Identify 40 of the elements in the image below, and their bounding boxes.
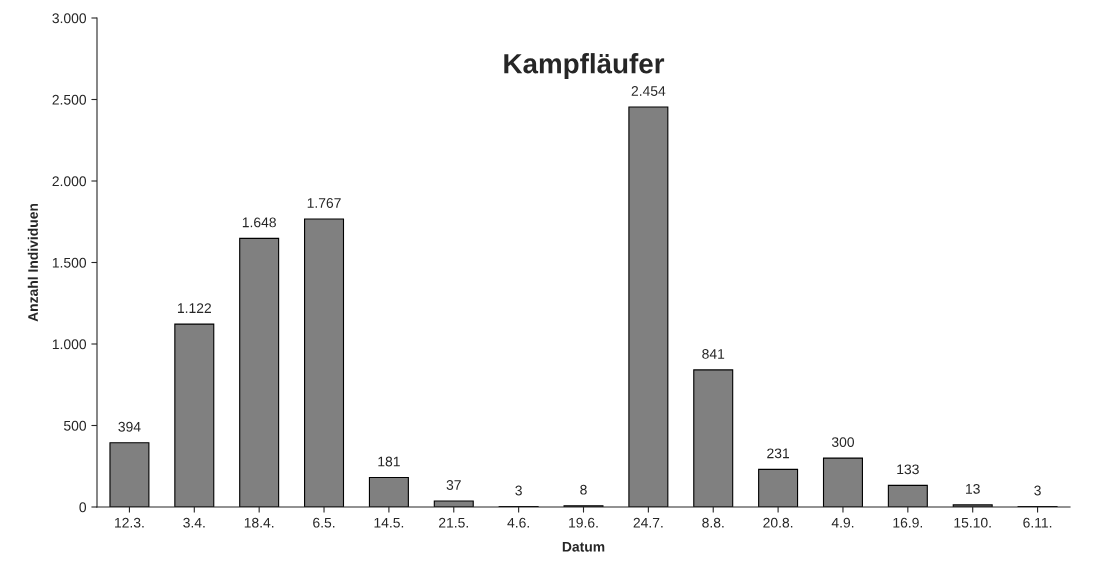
x-tick-label: 19.6.	[569, 517, 598, 528]
data-label: 231	[767, 448, 790, 459]
x-tick-label: 4.6.	[507, 517, 529, 528]
x-tick-label: 8.8.	[702, 517, 724, 528]
data-label: 1.767	[307, 198, 341, 208]
data-label: 133	[897, 464, 919, 475]
x-tick-label: 16.9.	[893, 517, 923, 528]
y-tick-label: 500	[63, 420, 87, 431]
x-tick-label: 18.4.	[244, 517, 274, 528]
x-tick-label: 12.3.	[115, 517, 144, 528]
x-tick-label: 14.5.	[374, 517, 404, 528]
data-label: 1.648	[242, 217, 276, 228]
data-label: 300	[831, 437, 855, 448]
data-label: 181	[378, 456, 400, 467]
y-tick-label: 2.500	[52, 94, 87, 105]
data-label: 3	[1034, 485, 1041, 496]
data-label: 37	[446, 480, 461, 490]
data-label: 8	[580, 484, 587, 495]
x-tick-label: 6.11.	[1023, 517, 1052, 528]
data-label: 13	[966, 483, 980, 494]
x-tick-label: 21.5.	[439, 517, 468, 528]
x-tick-label: 4.9.	[831, 517, 854, 528]
y-axis-title: Anzahl Individuen	[27, 203, 38, 322]
y-tick-label: 1.000	[52, 339, 87, 350]
data-label: 394	[118, 421, 141, 432]
data-label: 1.122	[177, 303, 211, 313]
x-tick-label: 24.7.	[633, 517, 663, 528]
x-tick-label: 3.4.	[183, 517, 205, 528]
data-label: 2.454	[631, 86, 666, 96]
y-tick-label: 2.000	[52, 176, 87, 187]
text: Kampfläufer	[504, 53, 665, 79]
data-label: 3	[515, 485, 522, 496]
x-tick-label: 20.8.	[763, 517, 793, 528]
x-tick-label: 6.5.	[313, 517, 335, 528]
x-axis-title: Datum	[562, 541, 605, 552]
y-tick-label: 3.000	[52, 13, 87, 24]
data-label: 841	[702, 349, 725, 359]
y-tick-label: 0	[79, 502, 87, 513]
x-tick-label: 15.10.	[954, 517, 991, 528]
y-tick-label: 1.500	[52, 257, 87, 268]
